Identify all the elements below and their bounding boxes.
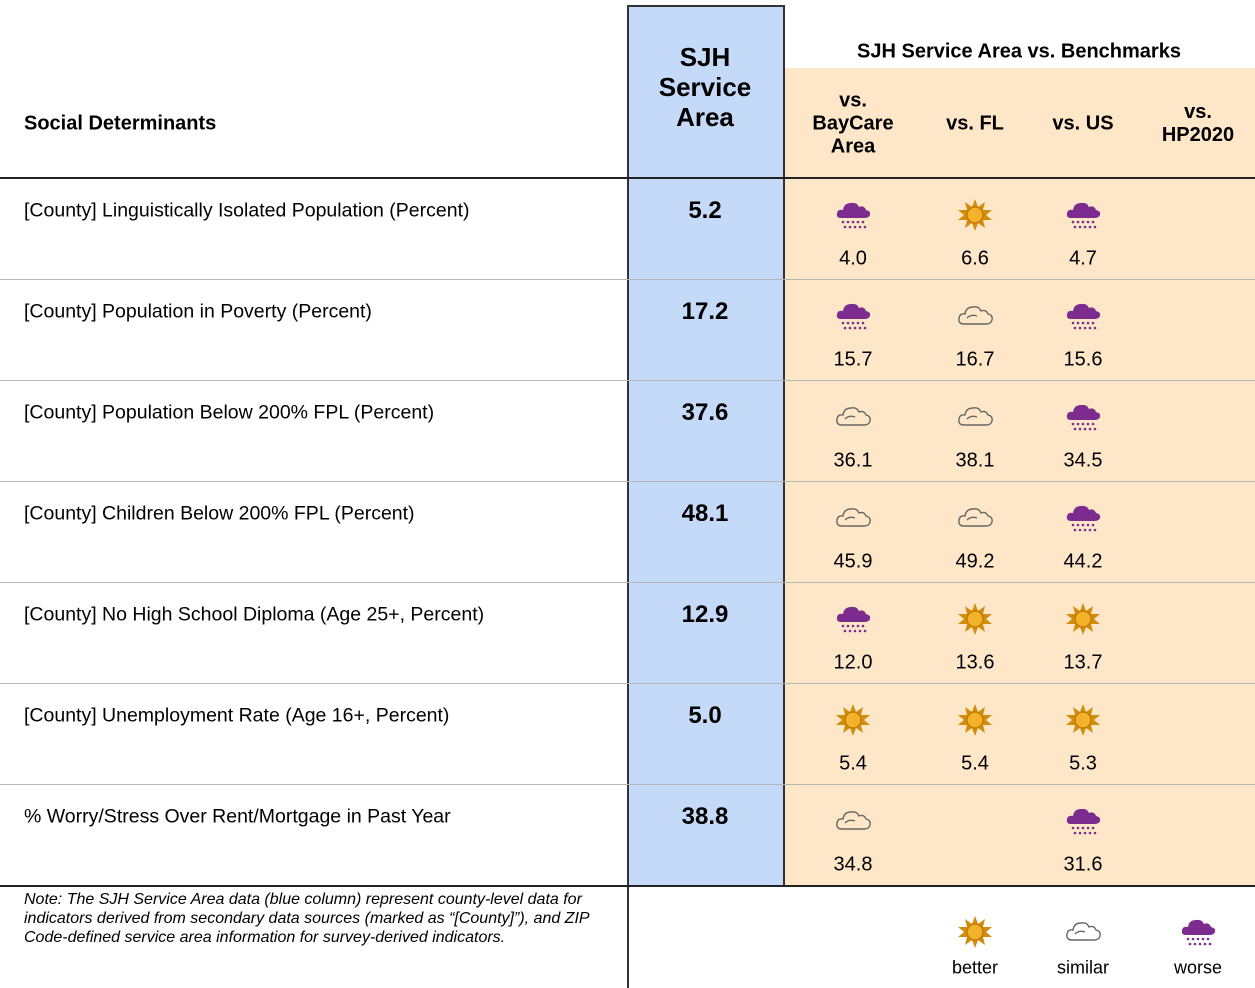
row-label: [County] No High School Diploma (Age 25+… [24, 603, 485, 626]
status-icon-worse [836, 202, 871, 229]
note: Note: The SJH Service Area data (blue co… [24, 891, 589, 947]
status-icon-similar [836, 508, 871, 527]
benchmark-value: 45.9 [833, 550, 873, 573]
benchmark-value: 15.6 [1063, 348, 1103, 371]
benchmark-value: 4.0 [839, 247, 867, 270]
row-divider [0, 380, 1255, 381]
benchmark-value: 12.0 [833, 651, 873, 674]
benchmarks-title: SJH Service Area vs. Benchmarks [857, 40, 1181, 63]
service-area-value: 17.2 [681, 298, 729, 325]
row-label: % Worry/Stress Over Rent/Mortgage in Pas… [24, 805, 451, 828]
service-area-value: 38.8 [681, 803, 729, 830]
legend-label: similar [1057, 957, 1109, 978]
benchmark-header: vs. FL [946, 112, 1004, 135]
benchmark-header: vs. US [1052, 112, 1114, 135]
status-icon-better [958, 704, 992, 736]
benchmark-value: 5.4 [839, 752, 867, 775]
benchmark-value: 5.3 [1069, 752, 1097, 775]
status-icon-better [958, 199, 992, 231]
note-divider [627, 886, 629, 988]
row-label: [County] Population in Poverty (Percent) [24, 300, 372, 323]
label-column-header: Social Determinants [24, 112, 217, 135]
status-icon-better [1066, 704, 1100, 736]
legend-label: better [951, 957, 999, 978]
status-icon-worse [1066, 404, 1101, 431]
status-icon-worse [1066, 808, 1101, 835]
service-area-value: 48.1 [681, 500, 729, 527]
status-icon-worse [1066, 505, 1101, 532]
benchmark-value: 44.2 [1063, 550, 1103, 573]
benchmark-value: 6.6 [961, 247, 989, 270]
row-divider [0, 279, 1255, 280]
service-area-value: 5.0 [688, 702, 722, 729]
benchmark-header: vs. HP2020 [1161, 101, 1235, 146]
benchmark-header: vs. BayCare Area [812, 89, 894, 158]
row-label: [County] Unemployment Rate (Age 16+, Per… [24, 704, 450, 727]
row-label: [County] Population Below 200% FPL (Perc… [24, 401, 435, 424]
status-icon-similar [958, 407, 993, 426]
benchmark-value: 38.1 [955, 449, 995, 472]
service-area-value: 5.2 [688, 197, 722, 224]
status-icon-worse [836, 303, 871, 330]
benchmark-value: 16.7 [955, 348, 995, 371]
status-icon-worse [836, 606, 871, 633]
benchmark-value: 34.5 [1063, 449, 1103, 472]
benchmark-value: 4.7 [1069, 247, 1097, 270]
legend-label: worse [1173, 957, 1223, 978]
status-icon-similar [958, 508, 993, 527]
service-area-column [627, 5, 785, 886]
benchmark-value: 13.6 [955, 651, 995, 674]
row-label: [County] Children Below 200% FPL (Percen… [24, 502, 415, 525]
row-divider [0, 481, 1255, 482]
status-icon-worse [1066, 303, 1101, 330]
footer-rule [0, 885, 1255, 887]
row-label: [County] Linguistically Isolated Populat… [24, 199, 470, 222]
row-divider [0, 582, 1255, 583]
status-icon-better [958, 603, 992, 635]
status-icon-similar [836, 811, 871, 830]
status-icon-worse [1181, 919, 1216, 946]
status-icon-better [1066, 603, 1100, 635]
status-icon-better [836, 704, 870, 736]
benchmark-value: 34.8 [833, 853, 873, 876]
benchmark-value: 15.7 [833, 348, 873, 371]
service-area-header: SJH Service Area [658, 42, 752, 132]
status-icon-better [958, 916, 992, 948]
benchmark-value: 36.1 [833, 449, 873, 472]
benchmark-value: 13.7 [1063, 651, 1103, 674]
status-icon-similar [1066, 922, 1101, 941]
service-area-value: 12.9 [681, 601, 729, 628]
benchmark-value: 5.4 [961, 752, 989, 775]
status-icon-worse [1066, 202, 1101, 229]
service-area-value: 37.6 [681, 399, 729, 426]
status-icon-similar [958, 306, 993, 325]
row-divider [0, 784, 1255, 785]
benchmark-value: 49.2 [955, 550, 995, 573]
benchmark-bg [783, 68, 1255, 886]
row-divider [0, 683, 1255, 684]
status-icon-similar [836, 407, 871, 426]
benchmark-value: 31.6 [1063, 853, 1103, 876]
header-rule [0, 177, 1255, 179]
